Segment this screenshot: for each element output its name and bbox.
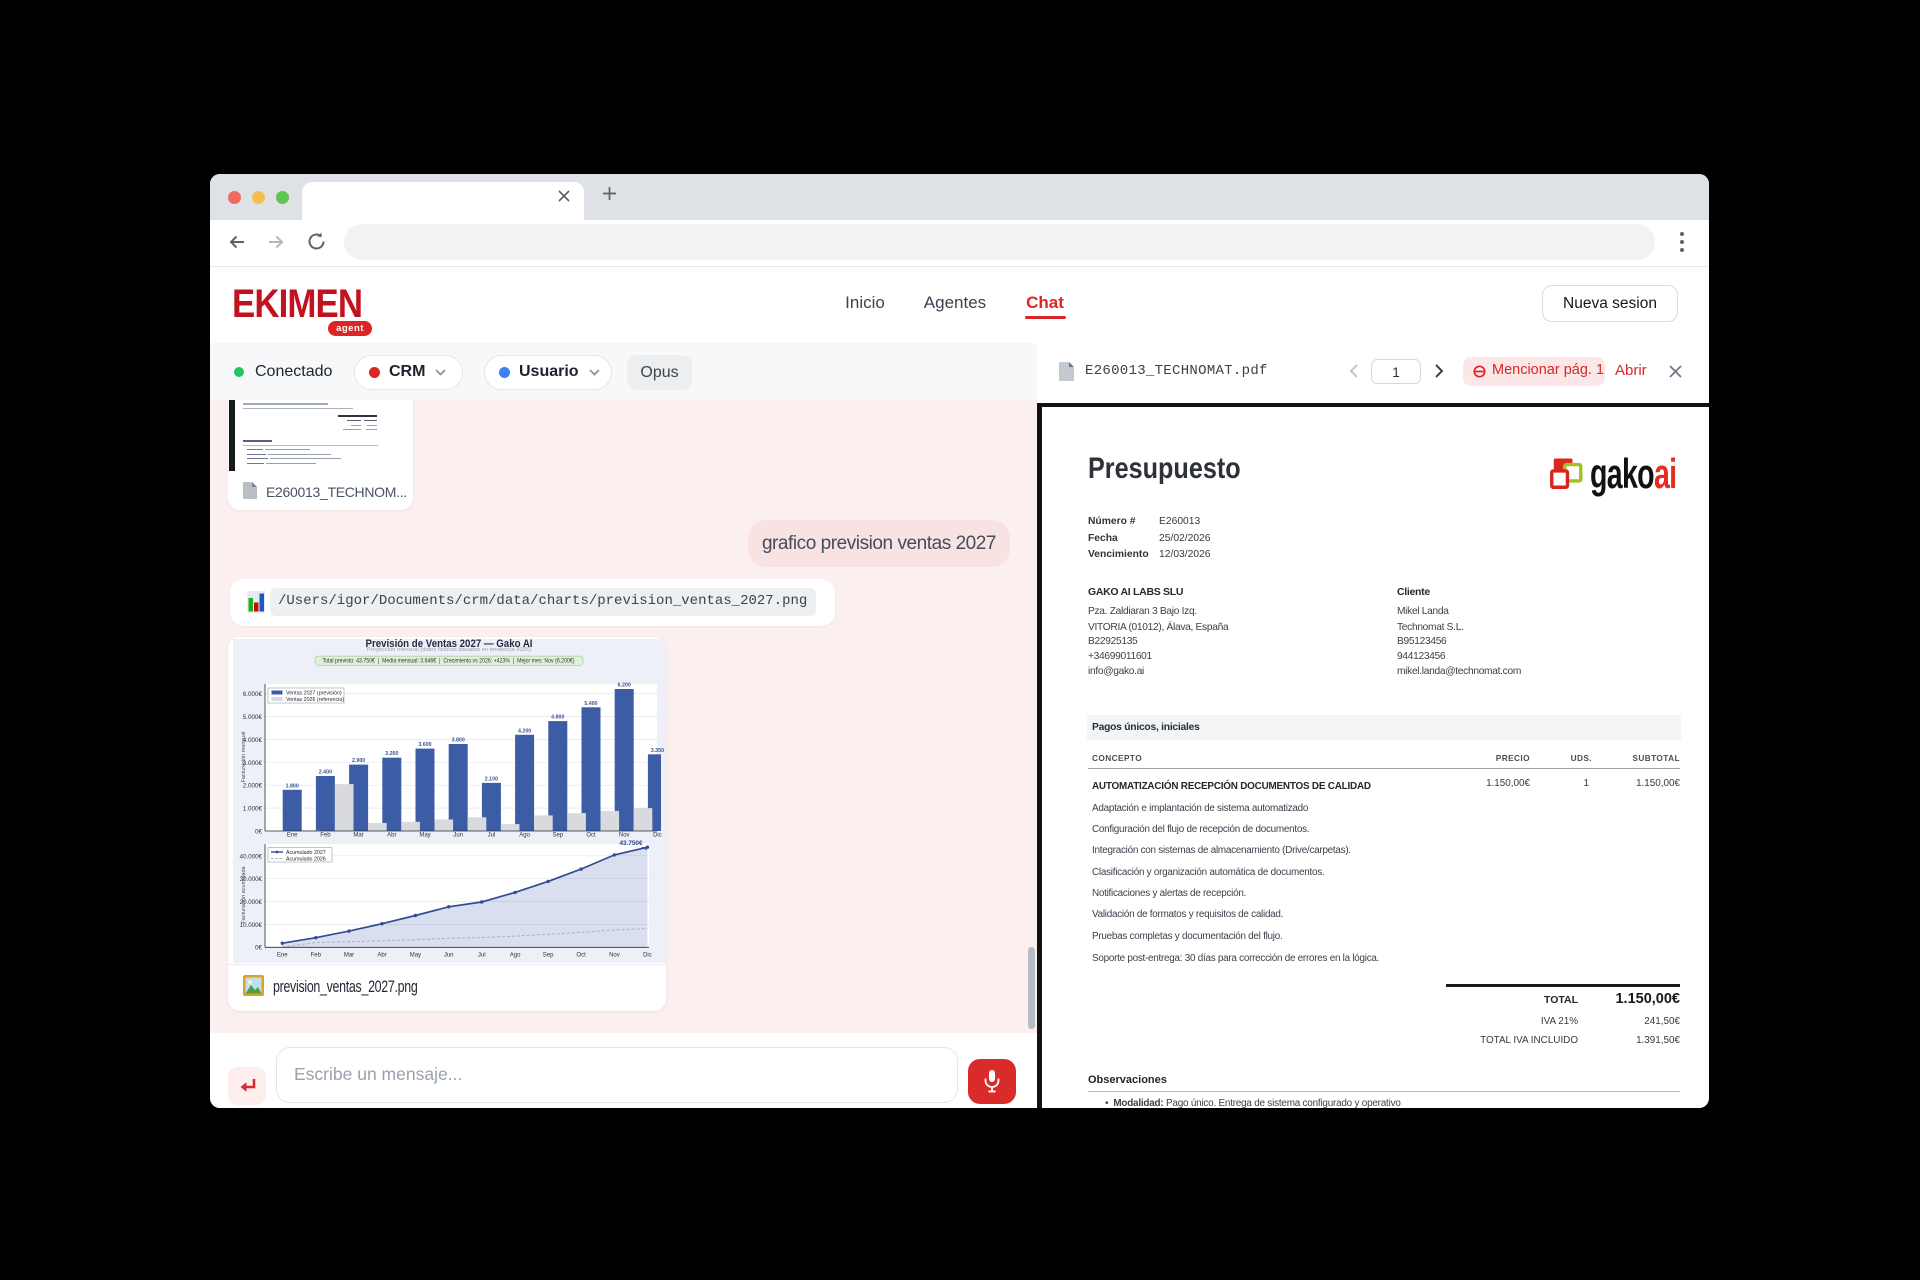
svg-text:Ventas 2027 (previsión): Ventas 2027 (previsión) bbox=[286, 691, 342, 697]
svg-text:40.000€: 40.000€ bbox=[240, 853, 263, 860]
svg-text:May: May bbox=[419, 833, 430, 839]
svg-text:5.000€: 5.000€ bbox=[243, 714, 263, 721]
svg-text:Feb: Feb bbox=[311, 953, 322, 959]
svg-text:Abr: Abr bbox=[387, 833, 396, 839]
svg-text:1.000€: 1.000€ bbox=[243, 806, 263, 813]
svg-text:Feb: Feb bbox=[320, 833, 331, 839]
svg-text:Ene: Ene bbox=[277, 953, 288, 959]
svg-text:Dic: Dic bbox=[653, 833, 662, 839]
svg-text:Ago: Ago bbox=[519, 833, 530, 839]
svg-text:Facturación acumulada: Facturación acumulada bbox=[241, 865, 247, 923]
svg-text:0€: 0€ bbox=[255, 945, 262, 952]
svg-text:3.000€: 3.000€ bbox=[243, 760, 263, 767]
svg-text:3.600: 3.600 bbox=[418, 742, 431, 748]
svg-text:20.000€: 20.000€ bbox=[240, 899, 263, 906]
svg-text:Mar: Mar bbox=[353, 833, 363, 839]
svg-text:4.800: 4.800 bbox=[551, 715, 564, 721]
svg-text:May: May bbox=[410, 953, 421, 959]
svg-text:Jul: Jul bbox=[478, 953, 486, 959]
svg-text:Dic: Dic bbox=[643, 953, 652, 959]
svg-text:Mar: Mar bbox=[344, 953, 354, 959]
svg-text:Previsión de Ventas 2027 — Gak: Previsión de Ventas 2027 — Gako AI bbox=[366, 639, 533, 650]
svg-text:4.000€: 4.000€ bbox=[243, 737, 263, 744]
svg-text:4.200: 4.200 bbox=[518, 728, 531, 734]
svg-text:Acumulado 2027: Acumulado 2027 bbox=[286, 850, 326, 856]
svg-text:Total previsto: 43.750€ | Me: Total previsto: 43.750€ | Media mensual:… bbox=[323, 658, 575, 665]
svg-text:Ago: Ago bbox=[510, 953, 521, 959]
svg-text:2.100: 2.100 bbox=[485, 776, 498, 782]
svg-text:Proyección mensual (datos fict: Proyección mensual (datos ficticios basa… bbox=[367, 647, 531, 653]
svg-text:2.400: 2.400 bbox=[319, 770, 332, 776]
svg-text:Jun: Jun bbox=[444, 953, 454, 959]
svg-text:5.400: 5.400 bbox=[584, 701, 597, 707]
svg-text:Nov: Nov bbox=[619, 833, 630, 839]
svg-text:Ventas 2026 (referencia): Ventas 2026 (referencia) bbox=[286, 697, 344, 703]
svg-text:3.350: 3.350 bbox=[651, 748, 664, 754]
svg-text:3.800: 3.800 bbox=[452, 738, 465, 744]
svg-text:Oct: Oct bbox=[586, 833, 596, 839]
svg-text:1.800: 1.800 bbox=[286, 783, 299, 789]
svg-text:3.200: 3.200 bbox=[385, 751, 398, 757]
svg-text:6.000€: 6.000€ bbox=[243, 691, 263, 698]
svg-text:Nov: Nov bbox=[609, 953, 620, 959]
svg-text:6.200: 6.200 bbox=[618, 683, 631, 689]
svg-text:Sep: Sep bbox=[543, 953, 554, 959]
svg-text:Acumulado 2026: Acumulado 2026 bbox=[286, 857, 326, 863]
svg-text:30.000€: 30.000€ bbox=[240, 876, 263, 883]
svg-text:Facturación mensual: Facturación mensual bbox=[241, 731, 247, 782]
svg-text:10.000€: 10.000€ bbox=[240, 922, 263, 929]
svg-text:Ene: Ene bbox=[287, 833, 298, 839]
svg-text:0€: 0€ bbox=[255, 829, 263, 836]
svg-text:Abr: Abr bbox=[377, 953, 386, 959]
svg-text:Sep: Sep bbox=[552, 833, 563, 839]
svg-text:Jul: Jul bbox=[488, 833, 496, 839]
svg-text:2.900: 2.900 bbox=[352, 758, 365, 764]
svg-text:Jun: Jun bbox=[453, 833, 463, 839]
svg-text:Oct: Oct bbox=[576, 953, 586, 959]
svg-text:2.000€: 2.000€ bbox=[243, 783, 263, 790]
svg-text:43.750€: 43.750€ bbox=[619, 840, 643, 847]
